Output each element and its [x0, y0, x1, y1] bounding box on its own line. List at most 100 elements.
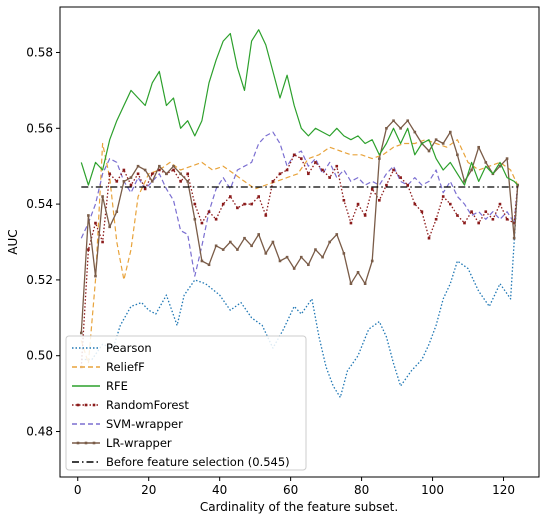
data-point: [470, 168, 473, 172]
data-point: [363, 214, 367, 217]
data-point: [307, 263, 310, 267]
data-point: [378, 157, 381, 160]
data-point: [385, 126, 388, 130]
series-rfe: [80, 29, 519, 186]
data-point: [299, 157, 303, 160]
x-tick-label: 120: [492, 483, 515, 497]
legend-label: Before feature selection (0.545): [106, 455, 290, 469]
data-point: [349, 282, 353, 285]
y-tick-label: 0.58: [26, 45, 53, 59]
y-tick-label: 0.50: [26, 349, 53, 363]
legend-label: ReliefF: [106, 360, 145, 374]
data-point: [441, 195, 445, 198]
data-point: [463, 180, 466, 183]
x-axis-label: Cardinality of the feature subset.: [200, 500, 398, 514]
data-point: [172, 168, 175, 172]
data-point: [172, 164, 175, 168]
legend-label: LR-wrapper: [106, 436, 172, 450]
data-point: [250, 202, 253, 206]
data-point: [406, 183, 410, 187]
data-point: [406, 119, 410, 123]
data-point: [385, 183, 388, 187]
data-point: [278, 172, 282, 176]
x-tick-label: 60: [283, 483, 298, 497]
data-point: [79, 331, 83, 335]
y-tick-label: 0.48: [26, 425, 53, 439]
legend-label: RandomForest: [106, 398, 189, 412]
data-point: [505, 157, 509, 160]
data-point: [363, 282, 367, 285]
legend-item: SVM-wrapper: [72, 417, 183, 431]
data-point: [342, 199, 346, 202]
data-point: [94, 274, 97, 278]
data-point: [456, 214, 459, 217]
data-point: [179, 172, 182, 176]
data-point: [115, 180, 119, 183]
data-point: [477, 221, 480, 225]
series-line: [80, 29, 519, 186]
data-point: [370, 259, 374, 263]
data-point: [292, 267, 296, 270]
legend-item: ReliefF: [72, 360, 145, 374]
data-point: [448, 130, 452, 134]
data-point: [101, 240, 104, 244]
data-point: [285, 255, 289, 259]
legend-marker: [76, 403, 80, 407]
data-point: [108, 225, 111, 229]
data-point: [477, 145, 480, 149]
data-point: [413, 202, 417, 206]
data-point: [229, 240, 232, 244]
series-lr-wrapper: [79, 119, 520, 335]
data-point: [463, 221, 466, 225]
data-point: [470, 210, 473, 213]
y-tick-label: 0.52: [26, 273, 53, 287]
legend-marker: [92, 403, 96, 407]
plot-frame: [59, 6, 540, 478]
data-point: [236, 206, 239, 210]
series-line: [80, 154, 519, 368]
data-point: [335, 164, 339, 168]
data-point: [143, 168, 147, 172]
data-point: [342, 252, 346, 255]
data-point: [186, 172, 190, 176]
data-point: [214, 217, 218, 221]
data-point: [420, 210, 424, 213]
data-point: [335, 233, 339, 236]
data-point: [87, 248, 90, 251]
data-point: [150, 180, 154, 183]
data-point: [158, 164, 161, 168]
data-point: [378, 199, 381, 202]
data-point: [257, 233, 260, 236]
data-point: [399, 126, 402, 130]
data-point: [516, 183, 520, 187]
x-tick-label: 0: [74, 483, 82, 497]
data-point: [236, 248, 239, 251]
data-point: [136, 164, 140, 168]
data-point: [165, 172, 168, 176]
legend-item: RandomForest: [72, 398, 189, 412]
data-point: [292, 153, 296, 157]
data-point: [314, 161, 317, 164]
data-point: [321, 168, 324, 172]
data-point: [221, 202, 225, 206]
data-point: [498, 164, 502, 168]
data-point: [264, 214, 268, 217]
series-line: [80, 139, 519, 364]
data-point: [186, 180, 190, 183]
y-tick-label: 0.56: [26, 121, 53, 135]
data-point: [299, 255, 303, 259]
x-tick-label: 40: [212, 483, 227, 497]
legend-label: RFE: [106, 379, 128, 393]
x-tick-label: 80: [354, 483, 369, 497]
data-point: [207, 210, 211, 213]
data-point: [512, 221, 516, 225]
data-point: [399, 176, 402, 179]
data-point: [207, 263, 211, 267]
data-point: [498, 202, 502, 206]
data-point: [214, 244, 218, 248]
data-point: [392, 119, 395, 123]
data-point: [250, 244, 253, 248]
data-point: [264, 252, 268, 255]
data-point: [512, 236, 516, 240]
